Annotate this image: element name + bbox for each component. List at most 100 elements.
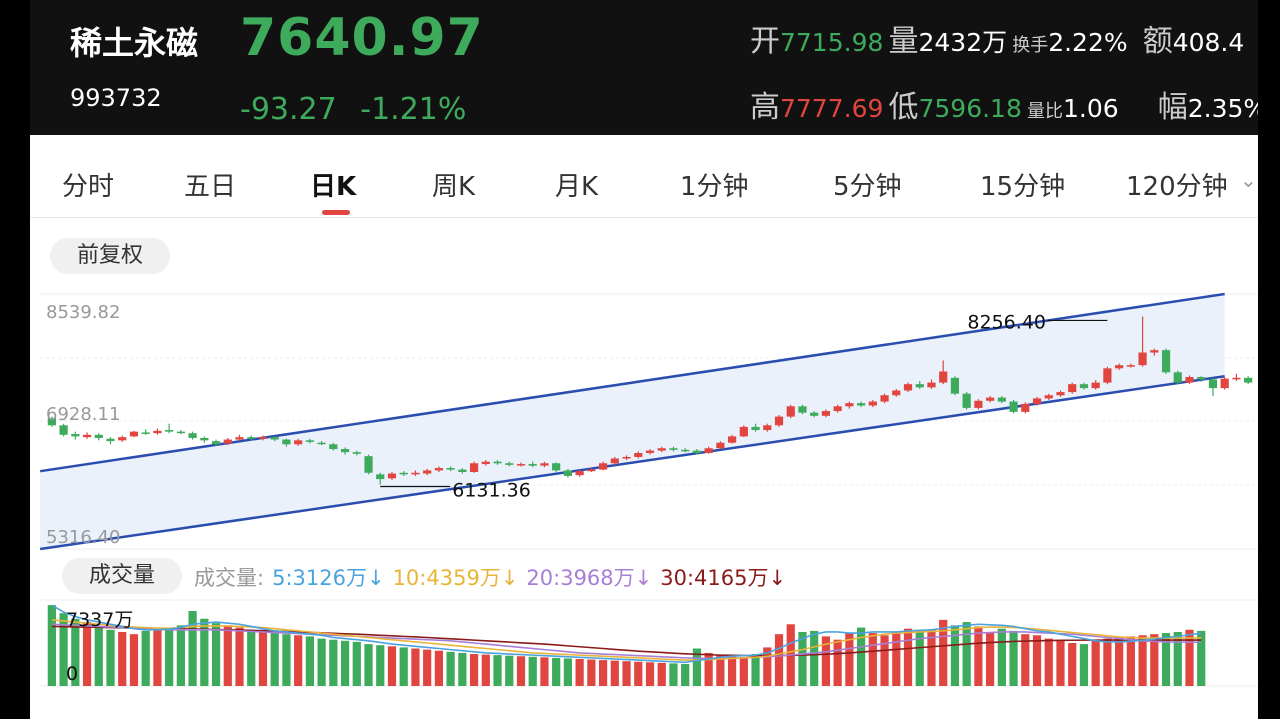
volume-bar [552, 657, 561, 686]
tab-1min[interactable]: 1分钟 [680, 172, 749, 202]
y-axis-label: 6928.11 [46, 404, 120, 425]
period-tabs: 分时 五日 日K 周K 月K 1分钟 5分钟 15分钟 120分钟 ⌄ [30, 148, 1258, 218]
candle [915, 381, 924, 389]
volume-bar [469, 654, 479, 686]
volume-ma5-line [51, 604, 1202, 664]
candle-body [1161, 350, 1171, 373]
candle [1021, 402, 1030, 414]
tab-15min[interactable]: 15分钟 [980, 172, 1066, 202]
volume-indicator-button[interactable]: 成交量 [62, 558, 182, 594]
volume-bar [974, 626, 983, 686]
y-axis-label: 5316.40 [46, 527, 120, 548]
low-label: 低 [888, 90, 919, 125]
volume-bar [118, 631, 127, 686]
candle [47, 416, 56, 427]
candle-body [340, 449, 350, 453]
volume-bar [247, 630, 256, 686]
candle-body [997, 397, 1006, 402]
candle-body [598, 463, 608, 470]
stock-code: 993732 [70, 84, 162, 112]
volume-bar [82, 622, 92, 686]
candle [1091, 380, 1100, 390]
candle-body [399, 472, 408, 475]
volume-bar [176, 625, 185, 686]
adjust-toggle[interactable]: 前复权 [50, 238, 170, 274]
candle-body [798, 406, 807, 413]
candle-body [423, 470, 432, 474]
candle [1032, 396, 1042, 406]
tab-five-day[interactable]: 五日 [184, 172, 237, 202]
volume-bar [1091, 639, 1100, 686]
volume-bar [211, 623, 221, 686]
candle [423, 468, 432, 476]
candle [458, 468, 467, 474]
candle-body [1079, 384, 1089, 389]
candle [645, 449, 655, 455]
tab-monthly-k[interactable]: 月K [555, 172, 599, 202]
candle-body [1021, 403, 1030, 412]
channel-fill [40, 293, 1225, 550]
volume-bar [540, 657, 549, 686]
candle [1197, 376, 1206, 382]
candle-body [669, 448, 678, 450]
candle [751, 423, 760, 432]
candle-body [540, 463, 549, 466]
chevron-down-icon[interactable]: ⌄ [1240, 168, 1257, 192]
open-value: 7715.98 [780, 28, 884, 57]
candle-body [587, 469, 596, 472]
candle-body [1126, 365, 1135, 367]
candle [235, 434, 244, 441]
turnover-value: 2.22% [1048, 28, 1128, 57]
volume-bar [1056, 640, 1065, 686]
tab-intraday[interactable]: 分时 [62, 172, 115, 202]
candle-body [141, 432, 150, 434]
candlestick-chart: 8539.82 6928.11 5316.40 8256.40 6131.36 7337万… [39, 292, 1258, 687]
tab-daily-k[interactable]: 日K [310, 172, 357, 202]
volume-bar [94, 626, 103, 686]
candle-body [71, 434, 80, 437]
volume-bar [798, 631, 807, 686]
candle [704, 446, 713, 454]
volume-bar [528, 656, 537, 686]
volume-bar [153, 627, 162, 686]
candle-body [211, 441, 221, 445]
candle-body [727, 436, 737, 443]
candle [340, 447, 350, 455]
candle-body [1032, 398, 1042, 404]
candle-body [176, 431, 185, 434]
annotation-label: 6131.36 [452, 480, 531, 502]
turnover-label: 换手 [1012, 35, 1049, 56]
tab-weekly-k[interactable]: 周K [432, 172, 476, 202]
candle-body [634, 452, 643, 457]
candle-body [458, 469, 467, 472]
candle-body [927, 382, 936, 388]
y-axis-label: 8539.82 [46, 302, 120, 323]
volume-bar [1009, 630, 1018, 686]
volume-bar [458, 652, 467, 686]
candle-body [716, 442, 725, 449]
candle [786, 404, 795, 419]
candle [258, 435, 268, 441]
volume-bar [903, 628, 913, 686]
tab-5min[interactable]: 5分钟 [833, 172, 902, 202]
candle [411, 470, 420, 476]
volume-max-label: 7337万 [66, 609, 133, 631]
volume-bar [716, 655, 725, 686]
candle [94, 433, 103, 441]
candle [833, 404, 842, 413]
candle [270, 436, 279, 442]
candle [1220, 377, 1229, 390]
volume-bar [810, 630, 819, 686]
legend-ma20: 20:3968万↓ [526, 566, 653, 590]
volume-ma20-line [51, 623, 1202, 660]
candle-body [974, 400, 983, 408]
candle [364, 454, 373, 475]
volume-bar [352, 641, 361, 686]
candle [387, 471, 397, 480]
volume-bar [493, 655, 502, 686]
tab-120min[interactable]: 120分钟 [1126, 172, 1228, 202]
volume-bar [610, 660, 619, 686]
candle [516, 462, 526, 467]
volume-bar [1173, 631, 1182, 686]
candle [692, 449, 702, 455]
